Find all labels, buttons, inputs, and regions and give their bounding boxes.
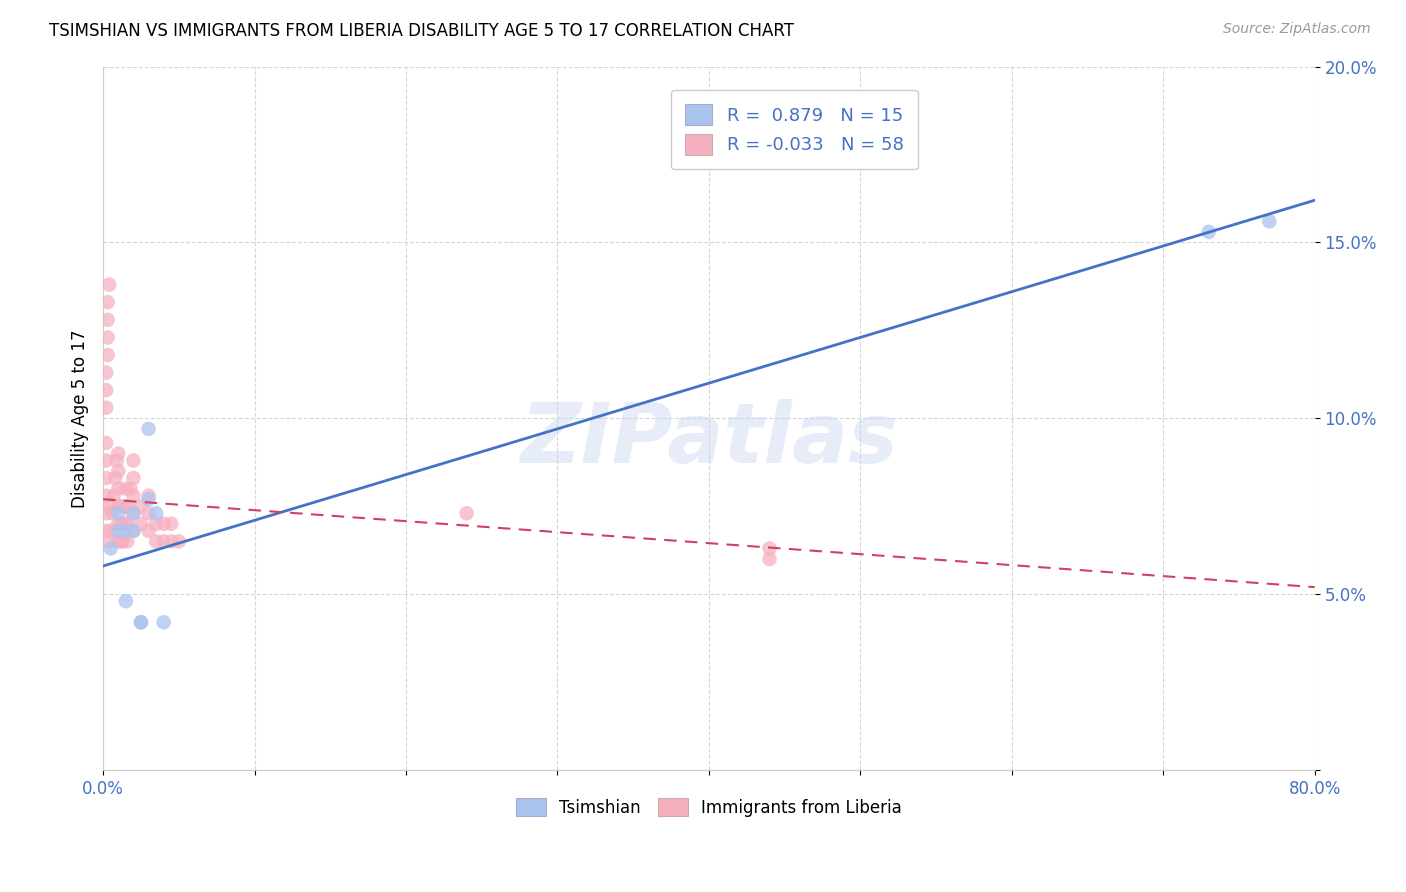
Point [456, 506, 478, 520]
Point [160, 534, 183, 549]
Point [107, 464, 129, 478]
Point [138, 489, 160, 503]
Point [107, 534, 129, 549]
Point [111, 534, 134, 549]
Point [115, 516, 138, 531]
Point [96, 366, 118, 380]
Point [122, 471, 145, 485]
Point [1198, 225, 1220, 239]
Point [96, 453, 118, 467]
Point [122, 524, 145, 538]
Point [138, 492, 160, 507]
Point [96, 524, 118, 538]
Point [167, 534, 190, 549]
Point [138, 422, 160, 436]
Point [107, 482, 129, 496]
Point [97, 330, 120, 344]
Point [118, 500, 141, 514]
Point [152, 534, 174, 549]
Point [129, 615, 152, 630]
Point [122, 489, 145, 503]
Point [96, 436, 118, 450]
Point [96, 401, 118, 415]
Point [107, 516, 129, 531]
Point [101, 506, 124, 520]
Point [129, 500, 152, 514]
Point [160, 516, 183, 531]
Point [97, 295, 120, 310]
Point [117, 534, 139, 549]
Point [97, 348, 120, 362]
Point [122, 453, 145, 467]
Point [122, 524, 145, 538]
Point [107, 524, 129, 538]
Text: Source: ZipAtlas.com: Source: ZipAtlas.com [1223, 22, 1371, 37]
Text: TSIMSHIAN VS IMMIGRANTS FROM LIBERIA DISABILITY AGE 5 TO 17 CORRELATION CHART: TSIMSHIAN VS IMMIGRANTS FROM LIBERIA DIS… [49, 22, 794, 40]
Point [96, 506, 118, 520]
Point [122, 506, 145, 520]
Text: ZIPatlas: ZIPatlas [520, 399, 898, 480]
Point [98, 534, 121, 549]
Point [110, 500, 132, 514]
Point [145, 516, 167, 531]
Point [100, 541, 122, 556]
Y-axis label: Disability Age 5 to 17: Disability Age 5 to 17 [72, 329, 89, 508]
Point [110, 534, 132, 549]
Point [145, 506, 167, 520]
Point [129, 615, 152, 630]
Point [115, 524, 138, 538]
Point [145, 534, 167, 549]
Point [115, 500, 138, 514]
Point [105, 453, 128, 467]
Point [96, 471, 118, 485]
Point [117, 516, 139, 531]
Point [97, 313, 120, 327]
Point [100, 524, 122, 538]
Point [110, 516, 132, 531]
Point [115, 482, 138, 496]
Point [107, 446, 129, 460]
Point [107, 506, 129, 520]
Point [1258, 214, 1281, 228]
Point [96, 489, 118, 503]
Point [98, 500, 121, 514]
Legend: Tsimshian, Immigrants from Liberia: Tsimshian, Immigrants from Liberia [508, 790, 910, 825]
Point [96, 383, 118, 397]
Point [758, 541, 780, 556]
Point [122, 506, 145, 520]
Point [120, 482, 142, 496]
Point [152, 615, 174, 630]
Point [104, 471, 127, 485]
Point [107, 500, 129, 514]
Point [138, 524, 160, 538]
Point [138, 506, 160, 520]
Point [103, 489, 125, 503]
Point [758, 552, 780, 566]
Point [98, 277, 121, 292]
Point [152, 516, 174, 531]
Point [129, 516, 152, 531]
Point [115, 594, 138, 608]
